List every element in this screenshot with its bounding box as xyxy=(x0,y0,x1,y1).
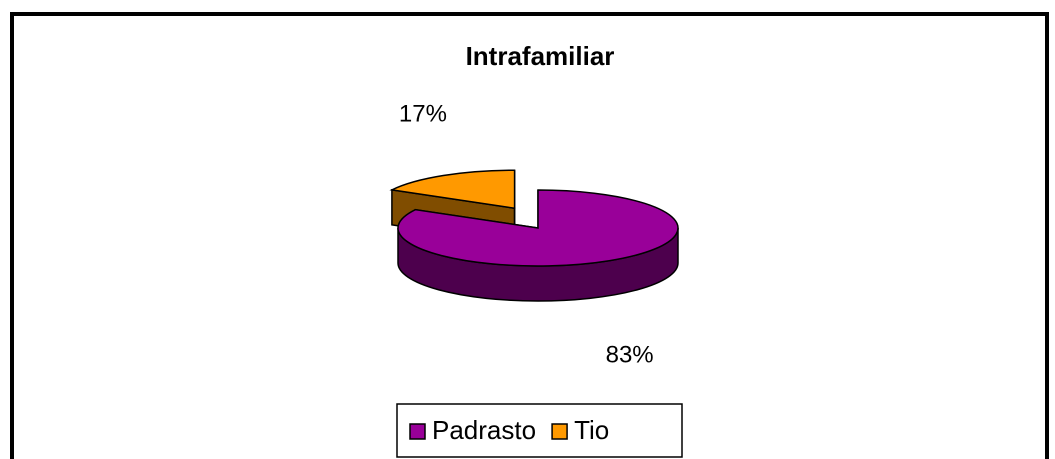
slice xyxy=(397,189,679,267)
data-label: 83% xyxy=(606,341,654,368)
chart-frame xyxy=(10,12,1049,459)
legend-label: Tio xyxy=(574,415,609,445)
chart-title: Intrafamiliar xyxy=(466,41,615,71)
slice xyxy=(389,169,516,210)
legend-swatch xyxy=(551,423,568,440)
legend-swatch xyxy=(409,423,426,440)
data-label: 17% xyxy=(399,101,447,128)
legend-box xyxy=(396,403,683,458)
legend-label: Padrasto xyxy=(432,415,536,445)
